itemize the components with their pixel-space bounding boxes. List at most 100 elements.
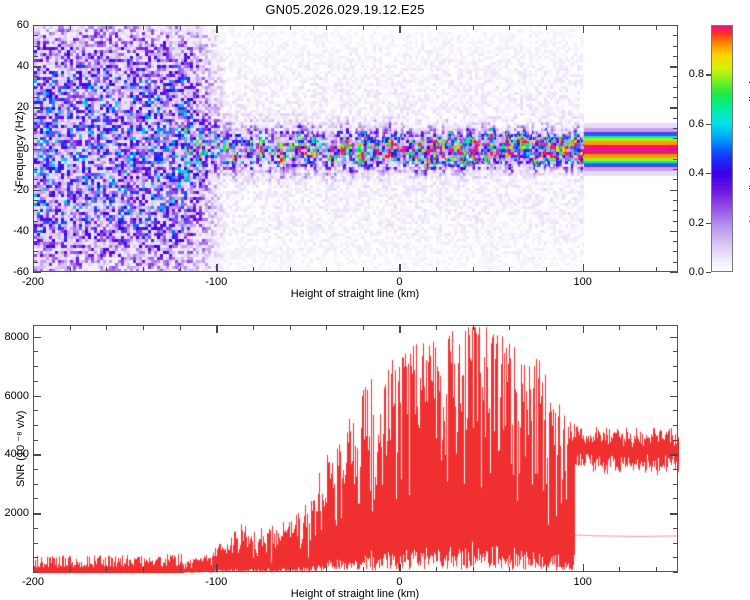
tick-mark: [33, 439, 38, 441]
tick-mark: [69, 267, 71, 272]
tick-mark: [142, 25, 144, 30]
tick-mark: [673, 117, 678, 119]
tick-mark: [326, 25, 328, 30]
tick-mark: [33, 138, 38, 140]
tick-mark: [656, 325, 657, 330]
tick-mark: [33, 241, 38, 243]
tick-mark: [673, 55, 678, 57]
tick-mark: [33, 189, 41, 192]
tick-mark: [33, 498, 38, 500]
tick-mark: [33, 564, 35, 572]
tick-mark: [33, 527, 38, 529]
tick-mark: [106, 267, 108, 272]
tick-mark: [33, 158, 38, 160]
tick-mark: [33, 424, 38, 426]
tick-mark: [673, 199, 678, 201]
tick-mark: [216, 325, 218, 333]
tick-mark: [472, 267, 474, 272]
spectrogram-ylabel: Frequency (Hz): [14, 110, 26, 187]
tick-mark: [619, 267, 621, 272]
tick-label: -200: [21, 576, 45, 588]
tick-mark: [216, 264, 218, 272]
tick-mark: [673, 469, 678, 471]
tick-mark: [33, 86, 38, 88]
tick-mark: [216, 25, 218, 33]
tick-mark: [252, 267, 254, 272]
tick-mark: [673, 169, 678, 171]
tick-label: 0: [22, 142, 29, 155]
tick-mark: [33, 261, 38, 263]
tick-mark: [33, 410, 38, 412]
tick-mark: [673, 351, 678, 353]
tick-label: 100: [573, 276, 592, 288]
tick-label: -60: [13, 266, 29, 278]
figure-title: GN05.2026.029.19.12.E25: [265, 2, 425, 17]
tick-mark: [33, 380, 38, 382]
tick-mark: [472, 325, 474, 330]
tick-mark: [33, 272, 41, 274]
tick-mark: [142, 325, 144, 330]
tick-mark: [436, 567, 438, 572]
tick-mark: [252, 325, 254, 330]
tick-mark: [252, 25, 254, 30]
tick-label: 0.2: [688, 216, 704, 229]
tick-mark: [670, 25, 678, 27]
tick-label: -200: [21, 276, 45, 288]
tick-mark: [33, 264, 35, 272]
tick-mark: [673, 261, 678, 263]
tick-mark: [33, 127, 38, 129]
tick-mark: [509, 325, 511, 330]
tick-mark: [179, 325, 181, 330]
tick-mark: [673, 35, 678, 37]
tick-mark: [673, 97, 678, 99]
tick-mark: [673, 483, 678, 485]
tick-mark: [106, 567, 108, 572]
tick-mark: [436, 325, 438, 330]
tick-label: 0.6: [688, 117, 704, 130]
tick-mark: [33, 97, 38, 99]
tick-mark: [33, 55, 38, 57]
tick-mark: [582, 325, 585, 333]
snr-plot-area: [33, 325, 679, 573]
tick-mark: [673, 76, 678, 78]
tick-mark: [546, 267, 548, 272]
tick-mark: [179, 267, 181, 272]
tick-label: -40: [13, 224, 29, 237]
tick-label: 100: [573, 576, 592, 588]
tick-mark: [673, 572, 678, 573]
tick-mark: [436, 267, 438, 272]
tick-mark: [673, 127, 678, 129]
tick-mark: [33, 469, 38, 471]
tick-mark: [670, 336, 678, 339]
tick-mark: [33, 169, 38, 171]
tick-mark: [33, 76, 38, 78]
tick-mark: [33, 220, 38, 222]
tick-mark: [399, 564, 401, 572]
spectrogram-image: [34, 26, 677, 271]
tick-label: 0: [396, 276, 403, 288]
tick-mark: [399, 264, 401, 272]
tick-mark: [142, 567, 144, 572]
snr-ylabel: SNR (10 ⁻⁸ v/v): [15, 410, 27, 487]
tick-mark: [33, 117, 38, 119]
tick-label: 40: [16, 60, 29, 73]
tick-mark: [33, 395, 41, 397]
tick-label: -100: [205, 276, 228, 288]
tick-label: -20: [13, 183, 29, 196]
tick-mark: [142, 267, 144, 272]
tick-label: 60: [16, 19, 29, 31]
tick-mark: [673, 380, 678, 382]
tick-mark: [670, 189, 678, 192]
tick-mark: [33, 45, 38, 47]
tick-mark: [179, 567, 181, 572]
tick-mark: [706, 173, 711, 175]
tick-mark: [546, 325, 548, 330]
tick-mark: [509, 25, 511, 30]
tick-mark: [670, 395, 678, 397]
tick-mark: [673, 158, 678, 160]
tick-mark: [33, 25, 41, 27]
tick-mark: [706, 74, 711, 76]
tick-mark: [673, 542, 678, 544]
tick-mark: [582, 25, 585, 33]
